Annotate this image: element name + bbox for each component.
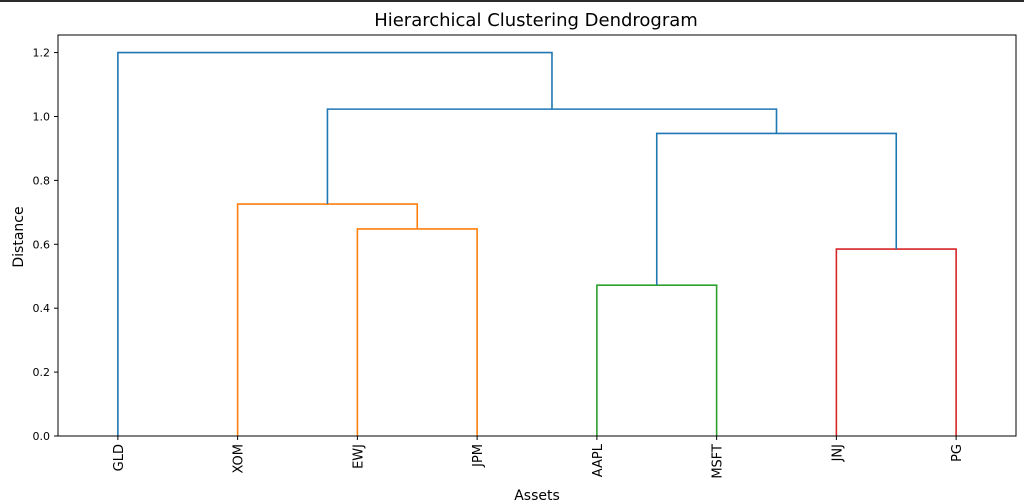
dendrogram-link-xom-ewj-jpm: [236, 203, 419, 436]
y-tick-label: 0.2: [33, 366, 51, 379]
y-tick-label: 1.0: [33, 110, 51, 123]
leaf-label-aapl: AAPL: [591, 443, 606, 477]
y-axis-label: Distance: [11, 206, 27, 267]
leaf-label-gld: GLD: [112, 444, 127, 471]
dendrogram-link-aapl-msft: [596, 284, 718, 436]
x-axis-label: Assets: [514, 488, 560, 504]
leaf-label-pg: PG: [950, 444, 965, 462]
window-top-border: [0, 0, 1024, 2]
dendrogram-link-all: [117, 51, 553, 436]
leaf-label-jnj: JNJ: [830, 444, 845, 462]
leaf-label-msft: MSFT: [711, 444, 726, 479]
y-tick-label: 0.4: [33, 302, 51, 315]
y-tick-label: 0.6: [33, 238, 51, 251]
dendrogram-link-jnj-pg: [835, 248, 957, 436]
y-tick-label: 0.8: [33, 174, 51, 187]
leaf-label-xom: XOM: [232, 444, 247, 474]
dendrogram-link-xom-pg: [326, 108, 778, 205]
dendrogram-link-aapl-msft-jnj-pg: [655, 132, 898, 286]
y-tick-label: 0.0: [33, 430, 51, 443]
x-axis: GLD XOM EWJ JPM AAPL MSFT JNJ PG: [112, 436, 965, 479]
chart-title: Hierarchical Clustering Dendrogram: [374, 10, 698, 31]
leaf-label-jpm: JPM: [471, 444, 486, 468]
dendrogram-links: [117, 51, 957, 436]
y-axis: 0.0 0.2 0.4 0.6 0.8 1.0 1.2: [33, 47, 58, 443]
dendrogram-link-ewj-jpm: [356, 228, 478, 436]
y-tick-label: 1.2: [33, 47, 51, 60]
plot-frame: [57, 34, 1017, 437]
leaf-label-ewj: EWJ: [351, 444, 366, 469]
